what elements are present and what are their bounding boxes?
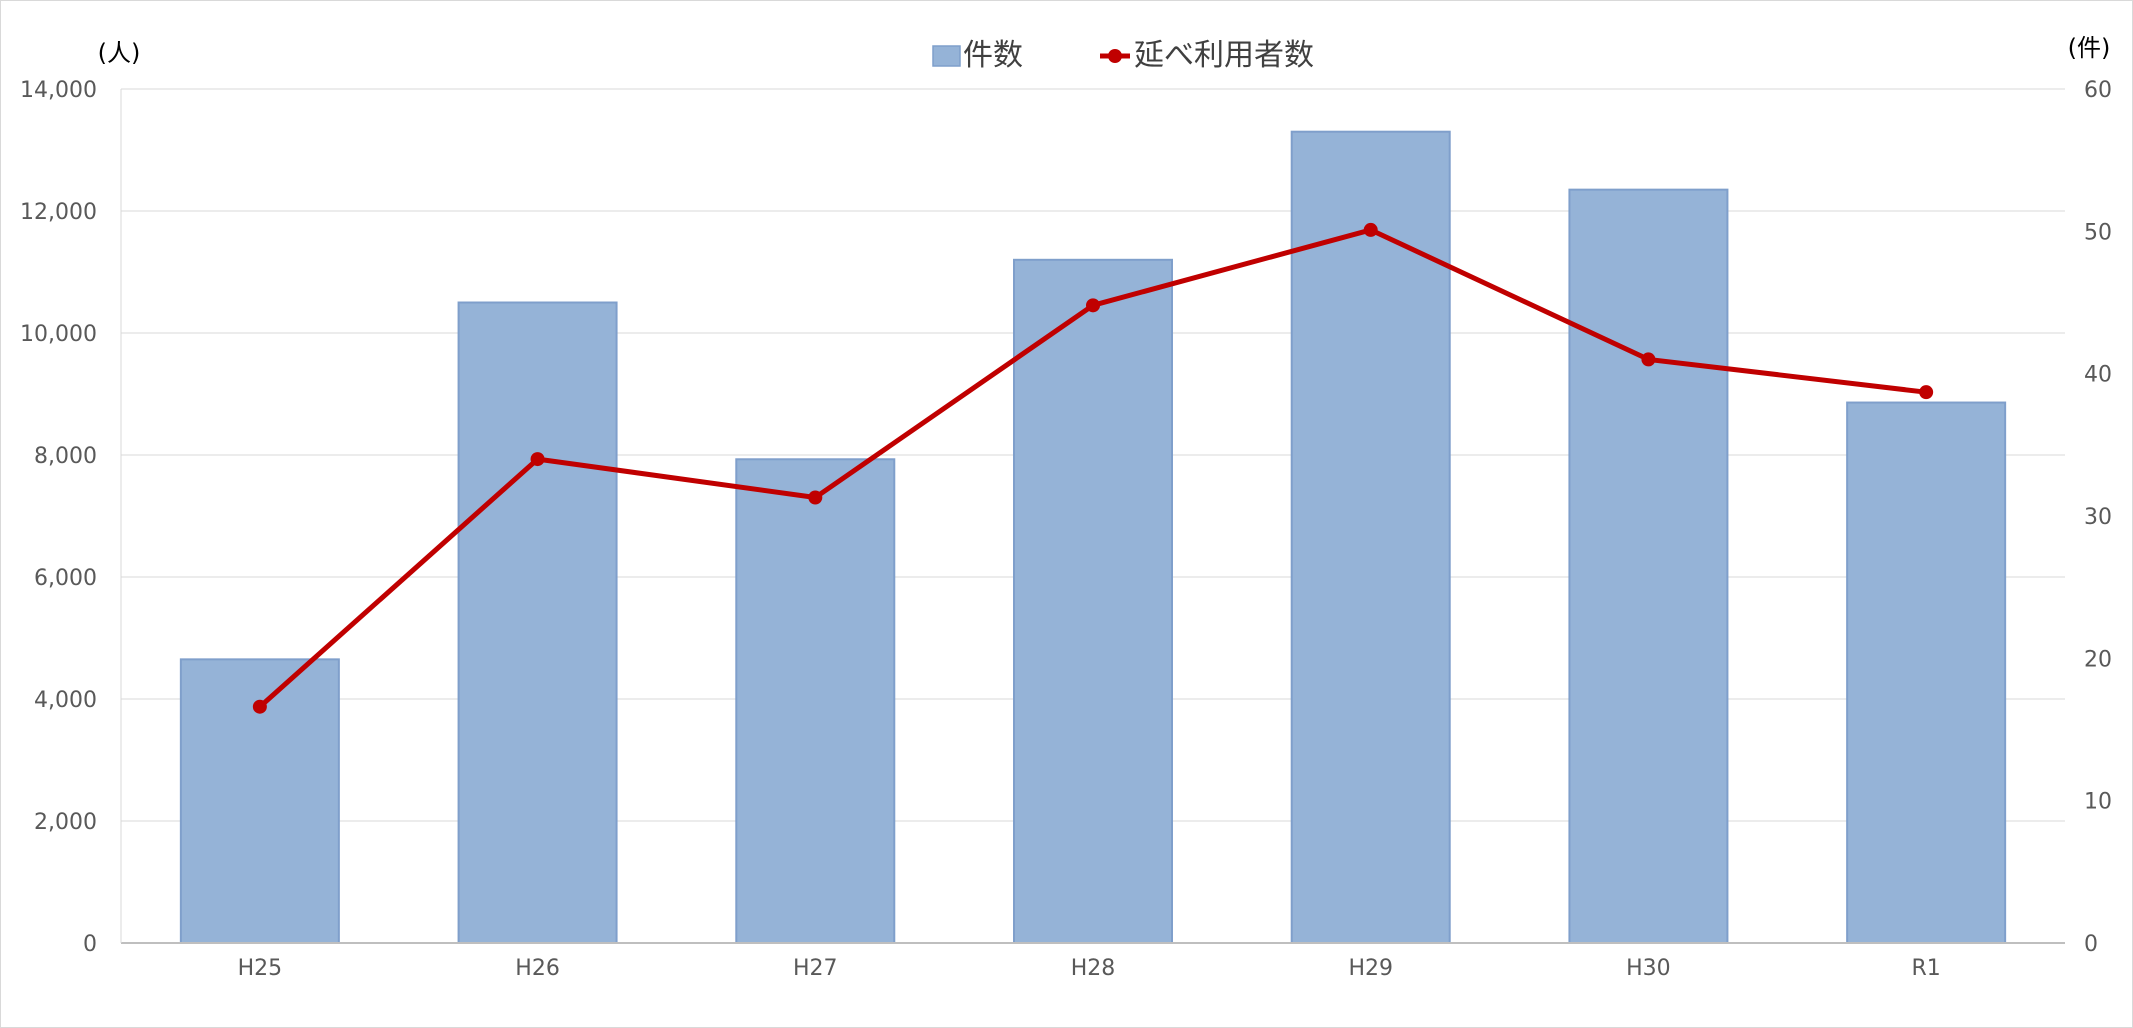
y-right-tick-label: 30	[2084, 505, 2112, 530]
line-point-h27	[808, 490, 823, 505]
y-left-tick-label: 8,000	[34, 444, 97, 469]
legend: 件数 延べ利用者数	[932, 38, 1314, 73]
bar-h27	[735, 458, 896, 944]
line-point-h25	[252, 699, 267, 714]
y-left-tick-label: 6,000	[34, 566, 97, 591]
x-tick-label: H25	[238, 956, 283, 981]
y-right-tick-label: 10	[2084, 790, 2112, 815]
bar-h26	[457, 301, 618, 944]
legend-bar-label: 件数	[963, 38, 1023, 73]
legend-line-label: 延べ利用者数	[1134, 38, 1314, 73]
y-left-tick-label: 2,000	[34, 810, 97, 835]
x-tick-label: H30	[1626, 956, 1671, 981]
x-tick-label: H27	[793, 956, 838, 981]
bar-h29	[1290, 130, 1451, 944]
y-right-tick-label: 60	[2084, 78, 2112, 103]
y-left-unit: (人)	[98, 39, 141, 67]
line-point-r1	[1919, 385, 1934, 400]
line-series	[252, 222, 1934, 714]
y-left-tick-label: 0	[83, 932, 97, 957]
y-left-tick-label: 14,000	[20, 78, 97, 103]
x-tick-label: H28	[1071, 956, 1116, 981]
legend-line-marker	[1108, 49, 1122, 63]
y-right-tick-label: 40	[2084, 363, 2112, 388]
line-point-h29	[1363, 222, 1378, 237]
y-right-tick-label: 20	[2084, 647, 2112, 672]
bar-h30	[1568, 188, 1729, 944]
bar-h28	[1013, 258, 1173, 944]
y-left-tick-label: 12,000	[20, 200, 97, 225]
line-point-h30	[1641, 352, 1656, 367]
x-tick-label: H29	[1348, 956, 1393, 981]
line-point-h26	[530, 452, 545, 467]
x-tick-label: H26	[515, 956, 560, 981]
y-right-tick-label: 0	[2084, 932, 2098, 957]
y-left-tick-label: 10,000	[20, 322, 97, 347]
bar-r1	[1846, 401, 2007, 945]
legend-bar-swatch	[932, 45, 961, 67]
y-left-tick-label: 4,000	[34, 688, 97, 713]
y-right-unit: (件)	[2068, 34, 2111, 62]
y-right-tick-label: 50	[2084, 220, 2112, 245]
line-point-h28	[1086, 298, 1100, 313]
x-tick-label: R1	[1911, 956, 1940, 981]
axes: 0 2,000 4,000 6,000 8,000 10,000 12,000 14,000 0…	[20, 34, 2112, 981]
